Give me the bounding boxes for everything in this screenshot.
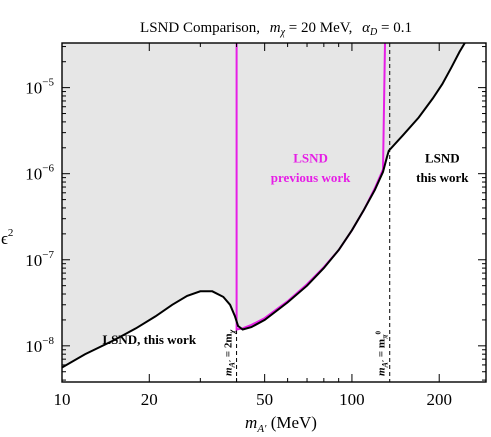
title-mchi-value: = 20 MeV,	[285, 20, 352, 36]
y-tick-label: 10−6	[25, 163, 54, 184]
y-tick-exponent: −7	[42, 249, 54, 261]
series-lsnd-this-work-line	[62, 43, 466, 369]
y-tick-label: 10−5	[25, 77, 54, 98]
vertical-line-label-2: mA′ = mπ0	[375, 331, 390, 376]
x-tick-label: 100	[339, 390, 365, 409]
y-tick-exponent: −8	[42, 335, 54, 347]
annotation-5: this work	[416, 170, 469, 185]
x-axis-label-symbol: m	[245, 413, 257, 432]
vline-label-sub: A′	[228, 360, 237, 369]
x-axis-label: mA′ (MeV)	[245, 413, 317, 435]
title-alpha-value: = 0.1	[377, 20, 412, 36]
vline-label-rhs-sub: π	[381, 334, 390, 339]
vline-label-symbol: m	[376, 367, 388, 376]
y-tick-base: 10	[25, 79, 42, 98]
annotation-1: LSND, this work	[103, 332, 197, 347]
annotation-4: LSND	[425, 150, 460, 165]
vertical-line-label-1: mA′ = 2mχ	[223, 329, 237, 376]
x-tick-label: 10	[54, 390, 71, 409]
excluded-region-shading	[62, 43, 465, 368]
y-tick-base: 10	[25, 337, 42, 356]
y-axis-label: ϵ2	[1, 227, 13, 248]
y-axis-label-symbol: ϵ	[1, 229, 8, 248]
plot-frame	[61, 42, 487, 383]
title-mchi-symbol: m	[270, 20, 281, 36]
title-alpha-symbol: α	[362, 20, 371, 36]
vline-label-rhs: = m	[376, 339, 388, 360]
annotation-2: LSND	[293, 150, 328, 165]
y-tick-base: 10	[25, 165, 42, 184]
x-tick-label: 20	[141, 390, 158, 409]
vline-label-symbol: m	[223, 367, 235, 376]
x-axis-label-unit: (MeV)	[266, 413, 317, 432]
vline-label-rhs: = 2m	[223, 333, 235, 359]
title-mchi-sub: χ	[280, 27, 286, 38]
y-tick-base: 10	[25, 251, 42, 270]
y-tick-exponent: −6	[42, 163, 54, 175]
vline-label-sub: A′	[381, 360, 390, 369]
y-axis-label-sup: 2	[8, 227, 14, 239]
title-alpha-sub: D	[369, 27, 378, 38]
annotation-3: previous work	[271, 170, 351, 185]
chart-title: LSND Comparison, mχ = 20 MeV, αD = 0.1	[140, 20, 412, 38]
title-prefix: LSND Comparison,	[140, 20, 260, 36]
y-tick-label: 10−8	[25, 335, 54, 356]
x-axis-label-sub: A′	[256, 423, 267, 435]
vline-label-rhs-sup: 0	[375, 331, 383, 335]
x-tick-label: 200	[426, 390, 452, 409]
vline-label-rhs-sub: χ	[228, 329, 237, 334]
y-tick-exponent: −5	[42, 77, 54, 89]
y-tick-label: 10−7	[25, 249, 54, 270]
x-tick-label: 50	[256, 390, 273, 409]
